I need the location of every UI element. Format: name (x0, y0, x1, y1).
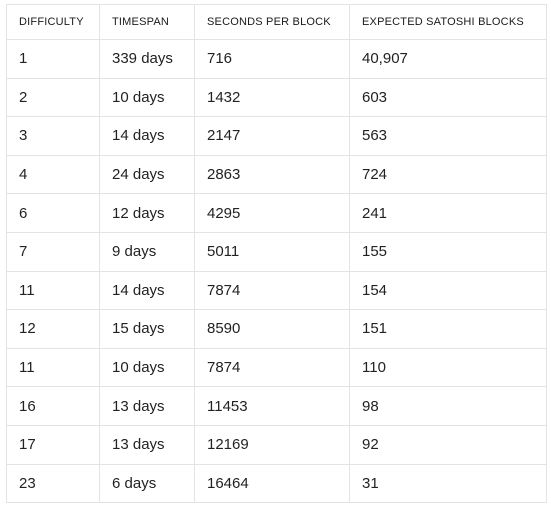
cell-difficulty: 1 (6, 39, 100, 79)
cell-timespan: 10 days (99, 347, 195, 388)
cell-seconds-per-block: 2147 (194, 116, 350, 156)
cell-difficulty: 4 (6, 154, 100, 195)
table-row: 17 13 days 12169 92 (6, 424, 547, 465)
cell-difficulty: 12 (6, 309, 100, 349)
cell-timespan: 14 days (99, 116, 195, 156)
cell-difficulty: 17 (6, 424, 100, 465)
cell-expected-satoshi-blocks: 155 (349, 231, 547, 272)
header-difficulty: DIFFICULTY (6, 4, 100, 40)
cell-timespan: 12 days (99, 193, 195, 233)
cell-difficulty: 16 (6, 386, 100, 426)
table-row: 1 339 days 716 40,907 (6, 39, 547, 79)
header-expected-satoshi-blocks: EXPECTED SATOSHI BLOCKS (349, 4, 547, 40)
cell-seconds-per-block: 11453 (194, 386, 350, 426)
cell-expected-satoshi-blocks: 603 (349, 77, 547, 118)
cell-difficulty: 11 (6, 347, 100, 388)
header-seconds-per-block: SECONDS PER BLOCK (194, 4, 350, 40)
cell-difficulty: 3 (6, 116, 100, 156)
table-body: 1 339 days 716 40,907 2 10 days 1432 603 3 14 day… (6, 39, 547, 504)
cell-timespan: 6 days (99, 463, 195, 504)
table-row: 2 10 days 1432 603 (6, 77, 547, 118)
table-row: 4 24 days 2863 724 (6, 154, 547, 195)
cell-difficulty: 23 (6, 463, 100, 504)
cell-seconds-per-block: 7874 (194, 347, 350, 388)
cell-timespan: 13 days (99, 386, 195, 426)
cell-difficulty: 11 (6, 270, 100, 311)
cell-expected-satoshi-blocks: 110 (349, 347, 547, 388)
cell-expected-satoshi-blocks: 92 (349, 424, 547, 465)
header-timespan: TIMESPAN (99, 4, 195, 40)
cell-difficulty: 6 (6, 193, 100, 233)
cell-expected-satoshi-blocks: 154 (349, 270, 547, 311)
cell-seconds-per-block: 8590 (194, 309, 350, 349)
cell-seconds-per-block: 7874 (194, 270, 350, 311)
cell-timespan: 9 days (99, 231, 195, 272)
table-row: 23 6 days 16464 31 (6, 463, 547, 504)
cell-seconds-per-block: 5011 (194, 231, 350, 272)
cell-timespan: 14 days (99, 270, 195, 311)
cell-timespan: 24 days (99, 154, 195, 195)
cell-seconds-per-block: 4295 (194, 193, 350, 233)
table-row: 3 14 days 2147 563 (6, 116, 547, 156)
cell-difficulty: 2 (6, 77, 100, 118)
cell-expected-satoshi-blocks: 31 (349, 463, 547, 504)
cell-expected-satoshi-blocks: 40,907 (349, 39, 547, 79)
table-row: 6 12 days 4295 241 (6, 193, 547, 233)
cell-expected-satoshi-blocks: 241 (349, 193, 547, 233)
cell-difficulty: 7 (6, 231, 100, 272)
cell-timespan: 339 days (99, 39, 195, 79)
cell-expected-satoshi-blocks: 98 (349, 386, 547, 426)
cell-timespan: 10 days (99, 77, 195, 118)
cell-seconds-per-block: 16464 (194, 463, 350, 504)
cell-expected-satoshi-blocks: 724 (349, 154, 547, 195)
cell-seconds-per-block: 2863 (194, 154, 350, 195)
cell-expected-satoshi-blocks: 151 (349, 309, 547, 349)
table-row: 11 10 days 7874 110 (6, 347, 547, 388)
table-header: DIFFICULTY TIMESPAN SECONDS PER BLOCK EX… (6, 4, 547, 40)
difficulty-table-container: DIFFICULTY TIMESPAN SECONDS PER BLOCK EX… (6, 4, 547, 504)
table-row: 11 14 days 7874 154 (6, 270, 547, 311)
cell-seconds-per-block: 1432 (194, 77, 350, 118)
cell-timespan: 15 days (99, 309, 195, 349)
cell-timespan: 13 days (99, 424, 195, 465)
header-row: DIFFICULTY TIMESPAN SECONDS PER BLOCK EX… (6, 4, 547, 40)
cell-expected-satoshi-blocks: 563 (349, 116, 547, 156)
cell-seconds-per-block: 12169 (194, 424, 350, 465)
table-row: 16 13 days 11453 98 (6, 386, 547, 426)
difficulty-table: DIFFICULTY TIMESPAN SECONDS PER BLOCK EX… (6, 4, 547, 504)
table-row: 12 15 days 8590 151 (6, 309, 547, 349)
cell-seconds-per-block: 716 (194, 39, 350, 79)
